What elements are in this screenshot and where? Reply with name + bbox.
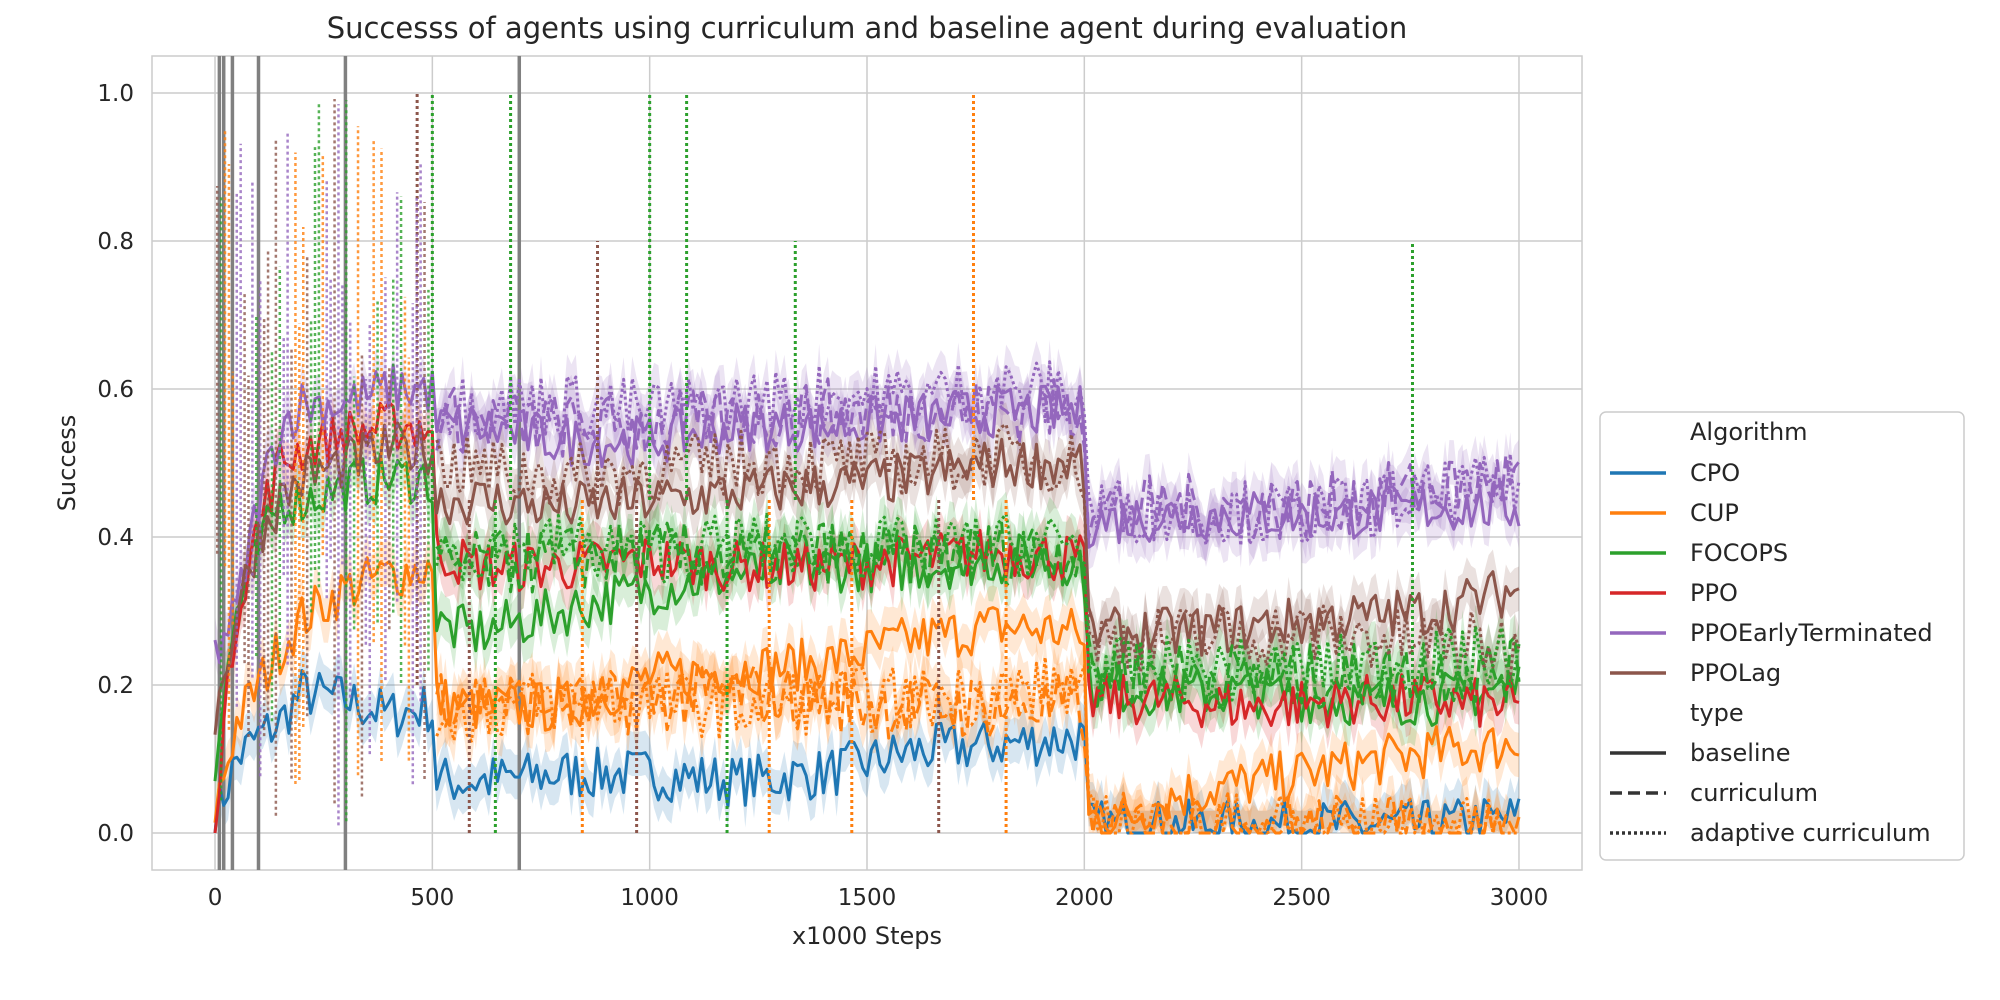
series-focops-adaptive-curriculum	[435, 510, 1521, 705]
y-tick-label: 0.0	[97, 821, 134, 847]
y-tick-label: 0.4	[97, 525, 134, 551]
x-tick-label: 2500	[1272, 885, 1331, 911]
x-tick-label: 2000	[1055, 885, 1114, 911]
legend-item-focops: FOCOPS	[1690, 539, 1788, 567]
legend-box	[1599, 411, 1965, 861]
band-focops-adaptive-curriculum	[436, 490, 1520, 725]
y-tick-label: 1.0	[97, 81, 134, 107]
series-focops-curriculum	[435, 520, 1521, 710]
x-tick-label: 3000	[1490, 885, 1549, 911]
legend-item-ppolag: PPOLag	[1690, 659, 1781, 687]
y-tick-label: 0.6	[97, 377, 134, 403]
legend-item-cup: CUP	[1690, 499, 1739, 527]
series-ppolag-baseline	[213, 421, 1520, 735]
chart-title: Successs of agents using curriculum and …	[327, 11, 1408, 45]
legend-item-baseline: baseline	[1690, 739, 1791, 767]
y-tick-label: 0.2	[97, 673, 134, 699]
band-ppo-baseline	[215, 380, 1519, 833]
series-cup-adaptive-curriculum	[435, 655, 1519, 835]
legend-item-ppoearlyterminated: PPOEarlyTerminated	[1690, 619, 1933, 647]
y-tick-label: 0.8	[97, 229, 134, 255]
y-axis-label: Success	[53, 415, 81, 512]
tick-labels: 0 500 1000 1500 2000 2500 3000 0.0 0.2 0.4 0.6 0.8 1…	[97, 81, 1548, 911]
x-tick-label: 1500	[838, 885, 897, 911]
legend-item-ppo: PPO	[1690, 579, 1738, 607]
x-tick-label: 1000	[620, 885, 679, 911]
series-cup-baseline	[213, 556, 1520, 835]
series-ppolag-adaptive-curriculum	[435, 423, 1521, 681]
series-focops-baseline	[213, 452, 1521, 782]
series-ppoearlyterminated-adaptive-curriculum	[436, 360, 1521, 548]
legend-title-type: type	[1690, 699, 1744, 727]
legend-item-adaptive-curriculum: adaptive curriculum	[1690, 819, 1931, 847]
x-axis-label: x1000 Steps	[792, 922, 942, 950]
legend-item-curriculum: curriculum	[1690, 779, 1818, 807]
x-tick-label: 0	[208, 885, 223, 911]
series-cup-curriculum	[435, 661, 1521, 835]
legend-title-algorithm: Algorithm	[1690, 418, 1808, 446]
legend: Algorithm CPO CUP FOCOPS PPO PPOEarlyTer…	[1599, 411, 1965, 861]
x-tick-label: 500	[410, 885, 454, 911]
series-lines	[213, 93, 1521, 835]
legend-item-cpo: CPO	[1690, 459, 1740, 487]
